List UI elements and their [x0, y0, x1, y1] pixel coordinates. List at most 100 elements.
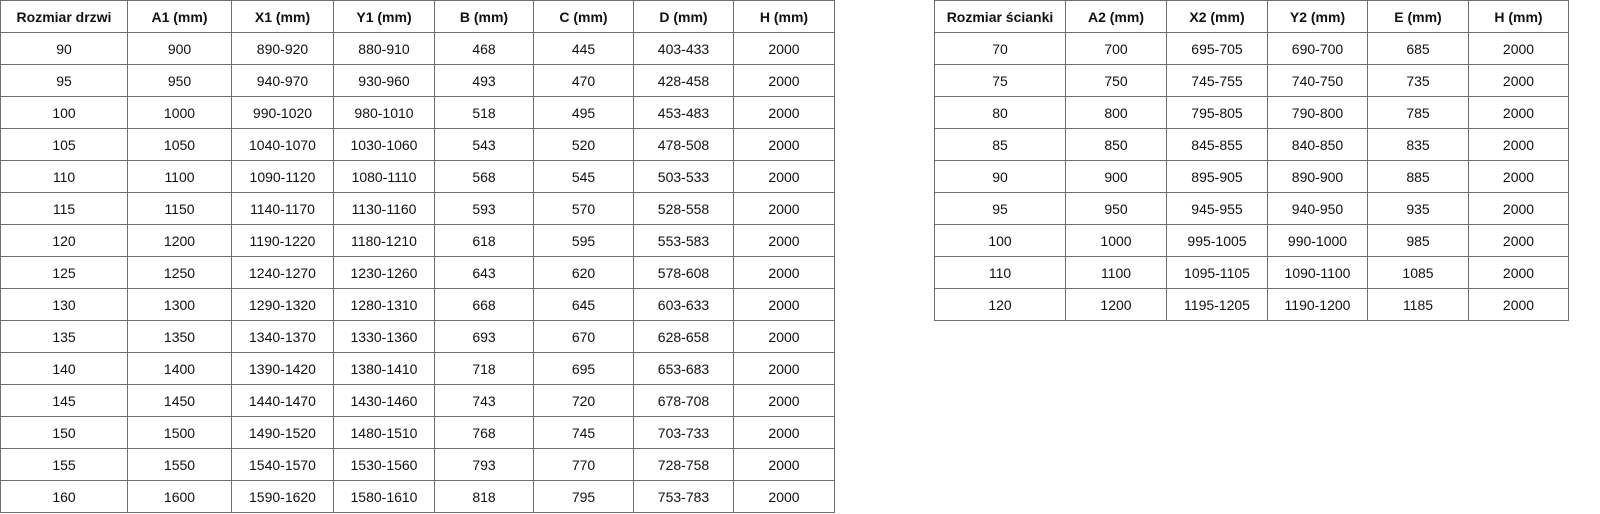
table-cell: 2000 [1468, 160, 1569, 193]
table-cell: 470 [533, 64, 634, 97]
table-cell: 1330-1360 [333, 320, 435, 353]
table-cell: 1150 [127, 192, 232, 225]
table-cell: 2000 [733, 224, 835, 257]
table-row: 150 1500 1490-1520 1480-1510 768 745 703-733 20… [0, 416, 835, 449]
table-cell: 1230-1260 [333, 256, 435, 289]
table-cell: 670 [533, 320, 634, 353]
table-cell: 95 [0, 64, 128, 97]
table-cell: 1095-1105 [1166, 256, 1268, 289]
table-cell: 950 [1065, 192, 1167, 225]
table-cell: 1185 [1367, 288, 1469, 321]
table-cell: 545 [533, 160, 634, 193]
table-cell: 900 [1065, 160, 1167, 193]
table-cell: 100 [0, 96, 128, 129]
table-cell: 2000 [1468, 32, 1569, 65]
table-cell: 693 [434, 320, 534, 353]
table-cell: 2000 [733, 128, 835, 161]
table-row: 105 1050 1040-1070 1030-1060 543 520 478-508 20… [0, 128, 835, 161]
table-cell: 125 [0, 256, 128, 289]
table-cell: 478-508 [633, 128, 734, 161]
table-cell: 403-433 [633, 32, 734, 65]
table-cell: 2000 [1468, 192, 1569, 225]
table-cell: 1100 [127, 160, 232, 193]
table-row: 155 1550 1540-1570 1530-1560 793 770 728-758 20… [0, 448, 835, 481]
table-row: 70 700 695-705 690-700 685 2000 [934, 32, 1569, 65]
table-row: 95 950 945-955 940-950 935 2000 [934, 192, 1569, 225]
table-row: 80 800 795-805 790-800 785 2000 [934, 96, 1569, 129]
table-cell: 1200 [127, 224, 232, 257]
column-header: X2 (mm) [1166, 0, 1268, 33]
table-cell: 800 [1065, 96, 1167, 129]
table-row: 115 1150 1140-1170 1130-1160 593 570 528-558 20… [0, 192, 835, 225]
table-cell: 1390-1420 [231, 352, 334, 385]
table-row: 90 900 895-905 890-900 885 2000 [934, 160, 1569, 193]
table-cell: 728-758 [633, 448, 734, 481]
table-row: 120 1200 1195-1205 1190-1200 1185 2000 [934, 288, 1569, 321]
table-row: 75 750 745-755 740-750 735 2000 [934, 64, 1569, 97]
column-header: Rozmiar ścianki [934, 0, 1066, 33]
table-cell: 1000 [127, 96, 232, 129]
table-cell: 110 [0, 160, 128, 193]
table-cell: 753-783 [633, 480, 734, 513]
table-cell: 678-708 [633, 384, 734, 417]
table-cell: 120 [934, 288, 1066, 321]
table-cell: 1300 [127, 288, 232, 321]
door-size-table: Rozmiar drzwi A1 (mm) X1 (mm) Y1 (mm) B (mm)… [0, 0, 835, 513]
table-cell: 980-1010 [333, 96, 435, 129]
table-cell: 2000 [733, 160, 835, 193]
table-cell: 528-558 [633, 192, 734, 225]
table-cell: 70 [934, 32, 1066, 65]
table-cell: 1180-1210 [333, 224, 435, 257]
table-cell: 2000 [733, 288, 835, 321]
table-cell: 795 [533, 480, 634, 513]
table-cell: 1000 [1065, 224, 1167, 257]
table-cell: 135 [0, 320, 128, 353]
column-header: A1 (mm) [127, 0, 232, 33]
table-cell: 995-1005 [1166, 224, 1268, 257]
table-cell: 1580-1610 [333, 480, 435, 513]
table-cell: 578-608 [633, 256, 734, 289]
table-cell: 1340-1370 [231, 320, 334, 353]
table-cell: 1090-1100 [1267, 256, 1368, 289]
table-cell: 1200 [1065, 288, 1167, 321]
table-cell: 2000 [733, 192, 835, 225]
table-cell: 743 [434, 384, 534, 417]
table-cell: 1540-1570 [231, 448, 334, 481]
table-cell: 900 [127, 32, 232, 65]
table-row: 110 1100 1090-1120 1080-1110 568 545 503-533 20… [0, 160, 835, 193]
table-cell: 895-905 [1166, 160, 1268, 193]
table-cell: 593 [434, 192, 534, 225]
table-cell: 495 [533, 96, 634, 129]
table-row: 85 850 845-855 840-850 835 2000 [934, 128, 1569, 161]
table-cell: 745 [533, 416, 634, 449]
table-cell: 493 [434, 64, 534, 97]
table-cell: 1500 [127, 416, 232, 449]
table-cell: 1250 [127, 256, 232, 289]
table-cell: 950 [127, 64, 232, 97]
table-cell: 2000 [733, 416, 835, 449]
table-cell: 2000 [1468, 128, 1569, 161]
table-cell: 145 [0, 384, 128, 417]
table-cell: 518 [434, 96, 534, 129]
table-cell: 1040-1070 [231, 128, 334, 161]
table-cell: 1590-1620 [231, 480, 334, 513]
table-cell: 1440-1470 [231, 384, 334, 417]
column-header: H (mm) [1468, 0, 1569, 33]
table-cell: 770 [533, 448, 634, 481]
table-cell: 890-920 [231, 32, 334, 65]
table-cell: 885 [1367, 160, 1469, 193]
table-row: 95 950 940-970 930-960 493 470 428-458 2000 [0, 64, 835, 97]
table-cell: 85 [934, 128, 1066, 161]
table-cell: 110 [934, 256, 1066, 289]
table-cell: 1080-1110 [333, 160, 435, 193]
table-cell: 745-755 [1166, 64, 1268, 97]
table-cell: 620 [533, 256, 634, 289]
table-cell: 543 [434, 128, 534, 161]
table-cell: 1290-1320 [231, 288, 334, 321]
table-cell: 2000 [733, 32, 835, 65]
table-cell: 595 [533, 224, 634, 257]
column-header: E (mm) [1367, 0, 1469, 33]
table-cell: 740-750 [1267, 64, 1368, 97]
table-row: 130 1300 1290-1320 1280-1310 668 645 603-633 20… [0, 288, 835, 321]
table-cell: 1140-1170 [231, 192, 334, 225]
